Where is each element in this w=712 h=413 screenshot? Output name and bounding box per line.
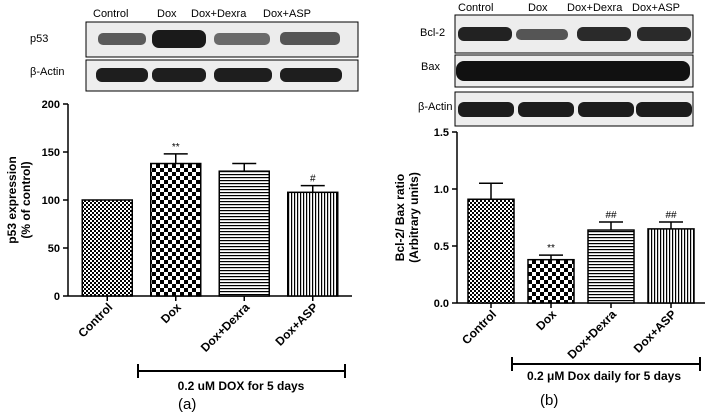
y-tick-label: 1.0 [434,184,449,196]
y-tick-label: 50 [48,243,60,255]
blot-bands [456,61,690,81]
x-tick-label: Dox [533,307,559,333]
panel-a-blot: Control Dox Dox+Dexra Dox+ASP p53 β-Acti… [30,8,359,92]
bar [587,229,635,304]
blot-bands [458,27,691,41]
bar [527,258,575,304]
blot-bands [98,30,340,48]
panel-b-chart: 0.0 0.5 1.0 1.5 Bcl-2/ Bax ratio (Arbitrary u… [393,127,705,362]
significance-label: # [310,174,316,185]
panel-b-blot: Control Dox Dox+Dexra Dox+ASP Bcl-2 Bax … [418,2,694,127]
panel-b-label: (b) [540,392,558,409]
x-tick-label: Control [459,307,499,347]
panel-a-label: (a) [178,396,196,413]
y-tick-label: 200 [42,99,60,111]
panel-a-lane-label: Dox [157,8,177,20]
y-axis-label: p53 expression [5,156,19,243]
y-axis-label: Bcl-2/ Bax ratio [393,174,407,261]
significance-label: ** [547,243,555,254]
x-tick-label: Dox [158,300,184,326]
x-tick-label: Dox+Dexra [198,300,253,355]
y-axis-label: (Arbitrary units) [407,172,421,263]
panel-b-row-label: Bax [421,61,440,73]
blot-bands [458,102,692,117]
panel-a-lane-label: Dox+Dexra [191,8,247,20]
significance-label: ## [665,210,677,221]
y-tick-label: 0.0 [434,298,449,310]
x-tick-label: Dox+ASP [273,300,321,348]
panel-a-row-label: β-Actin [30,66,64,78]
y-axis-label: (% of control) [19,161,33,238]
bar [150,162,202,297]
y-tick-label: 0.5 [434,241,449,253]
y-tick-label: 100 [42,195,60,207]
panel-a-row-label: p53 [30,33,48,45]
blot-bands [96,68,342,82]
x-tick-label: Dox+ASP [631,307,679,355]
panel-b-row-label: β-Actin [418,101,452,113]
panel-a-condition-bracket [137,364,346,378]
panel-a-chart: 0 50 100 150 200 p53 expression (% of control)… [5,99,352,355]
bar [287,191,339,297]
panel-b-lane-label: Dox+ASP [632,2,680,14]
x-tick-label: Control [75,300,115,340]
y-tick-label: 150 [42,147,60,159]
significance-label: ** [172,142,180,153]
bar [647,228,695,304]
bar [81,199,133,297]
panel-b-lane-label: Control [458,2,493,14]
panel-b-row-label: Bcl-2 [420,27,445,39]
bar [467,198,515,304]
bar [218,170,270,297]
significance-label: ## [605,210,617,221]
panel-a-condition-label: 0.2 uM DOX for 5 days [178,379,305,393]
panel-b-condition-label: 0.2 μM Dox daily for 5 days [527,369,681,383]
panel-b-lane-label: Dox [528,2,548,14]
y-tick-label: 0 [54,291,60,303]
y-tick-label: 1.5 [434,127,449,139]
x-tick-label: Dox+Dexra [565,307,620,362]
panel-a-lane-label: Dox+ASP [263,8,311,20]
panel-a-lane-label: Control [93,8,128,20]
panel-b-condition-bracket [511,357,701,371]
panel-b-lane-label: Dox+Dexra [567,2,623,14]
